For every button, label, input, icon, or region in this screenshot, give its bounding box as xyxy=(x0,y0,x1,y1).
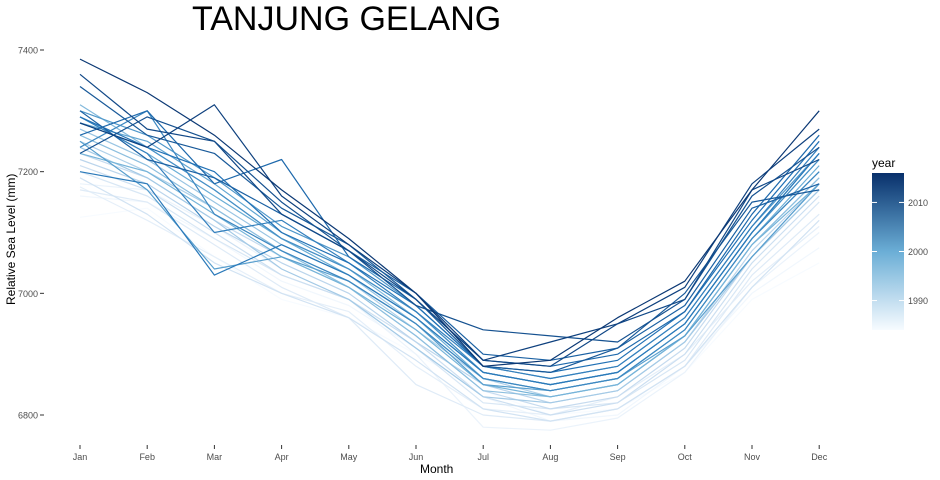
series-line-1990 xyxy=(79,177,820,422)
series-line-2006 xyxy=(79,116,820,380)
series-line-1999 xyxy=(79,152,820,398)
x-tick-label: Apr xyxy=(275,452,289,462)
x-tick-label: Mar xyxy=(207,452,223,462)
chart-legend: 1990 2000 2010 xyxy=(872,173,928,330)
x-tick-label: Jul xyxy=(477,452,489,462)
chart-axes: 6800 7000 7200 7400 Jan Feb Mar Apr May Jun Jul Aug… xyxy=(18,46,828,463)
x-tick-label: Sep xyxy=(610,452,626,462)
series-line-1988 xyxy=(79,189,820,422)
x-tick-label: May xyxy=(340,452,358,462)
series-line-1992 xyxy=(79,152,820,410)
series-line-1994 xyxy=(79,140,820,398)
y-axis-label: Relative Sea Level (mm) xyxy=(4,173,18,305)
series-line-1986 xyxy=(79,183,820,431)
x-axis-label: Month xyxy=(420,462,454,476)
series-line-2010 xyxy=(79,110,820,361)
x-tick-label: Oct xyxy=(678,452,693,462)
legend-tick-label: 2000 xyxy=(908,247,928,257)
x-tick-label: Jun xyxy=(409,452,424,462)
x-tick-label: Jan xyxy=(73,452,88,462)
legend-tick-label: 1990 xyxy=(908,296,928,306)
y-tick-label: 7400 xyxy=(18,46,38,56)
series-line-1995 xyxy=(79,146,820,404)
y-tick-label: 7000 xyxy=(18,289,38,299)
x-tick-label: Nov xyxy=(744,452,761,462)
legend-title: year xyxy=(872,156,896,170)
x-tick-label: Feb xyxy=(139,452,155,462)
series-line-1987 xyxy=(79,186,820,416)
series-line-2005 xyxy=(79,110,820,392)
legend-colorbar xyxy=(872,173,904,330)
series-line-2011 xyxy=(79,86,820,373)
series-line-1989 xyxy=(79,171,820,410)
series-line-2007 xyxy=(79,153,820,386)
series-line-2002 xyxy=(79,140,820,392)
x-tick-label: Aug xyxy=(542,452,558,462)
series-line-1991 xyxy=(79,165,820,416)
chart-title: TANJUNG GELANG xyxy=(192,0,502,38)
y-tick-label: 6800 xyxy=(18,411,38,421)
series-line-2014 xyxy=(79,104,820,361)
series-line-2015 xyxy=(79,58,820,367)
x-tick-label: Dec xyxy=(811,452,828,462)
y-tick-label: 7200 xyxy=(18,167,38,177)
legend-tick-label: 2010 xyxy=(908,198,928,208)
chart-series xyxy=(79,58,820,431)
